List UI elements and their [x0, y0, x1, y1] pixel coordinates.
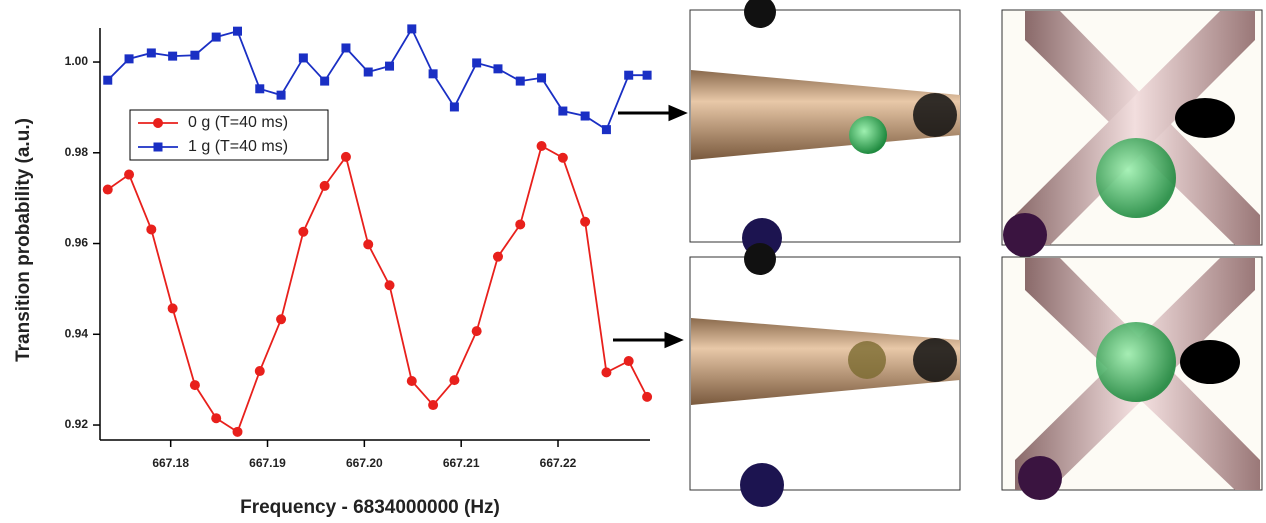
x-tick-label: 667.18	[152, 456, 189, 470]
marker	[623, 356, 634, 367]
marker	[492, 251, 503, 262]
legend-box	[129, 109, 329, 161]
render-panel	[689, 243, 961, 507]
marker	[428, 400, 439, 411]
marker	[449, 102, 459, 112]
legend-label: 1 g (T=40 ms)	[188, 138, 288, 155]
x-tick-label: 667.21	[443, 456, 480, 470]
render-panel	[1001, 256, 1263, 500]
legend-label: 0 g (T=40 ms)	[188, 114, 288, 131]
marker	[254, 366, 265, 377]
marker	[557, 152, 568, 163]
marker	[580, 111, 590, 121]
marker	[642, 70, 652, 80]
marker	[515, 219, 526, 230]
marker	[515, 76, 525, 86]
marker	[146, 224, 157, 235]
y-tick-label: 0.94	[65, 326, 89, 340]
marker	[255, 84, 265, 94]
marker	[558, 106, 568, 116]
marker	[407, 24, 417, 34]
y-tick-label: 0.98	[65, 145, 89, 159]
y-axis-label: Transition probability (a.u.)	[13, 118, 34, 362]
marker	[124, 54, 134, 64]
render-panel	[689, 0, 961, 258]
marker	[536, 140, 547, 151]
marker	[233, 26, 242, 36]
marker	[189, 380, 200, 391]
marker	[319, 180, 330, 191]
marker	[124, 169, 135, 180]
x-axis-label: Frequency - 6834000000 (Hz)	[240, 497, 500, 518]
marker	[340, 151, 351, 162]
marker	[601, 125, 611, 135]
marker	[493, 64, 503, 74]
marker	[624, 70, 634, 80]
arrows	[613, 104, 688, 349]
marker	[298, 226, 309, 237]
marker	[601, 367, 612, 378]
marker	[363, 67, 373, 77]
marker	[168, 51, 178, 61]
marker	[103, 75, 113, 85]
marker	[406, 376, 417, 387]
marker	[102, 184, 113, 195]
marker	[537, 73, 547, 83]
marker	[428, 69, 438, 79]
marker	[232, 426, 243, 437]
x-tick-label: 667.19	[249, 456, 286, 470]
marker	[580, 216, 591, 227]
marker	[167, 303, 178, 314]
x-tick-label: 667.22	[540, 456, 577, 470]
marker	[276, 90, 286, 100]
y-tick-label: 0.96	[65, 236, 89, 250]
y-tick-label: 0.92	[65, 417, 89, 431]
marker	[472, 58, 482, 68]
marker	[642, 391, 653, 402]
legend-marker	[153, 142, 163, 152]
marker	[211, 32, 221, 42]
legend-marker	[153, 118, 163, 128]
marker	[298, 53, 308, 63]
marker	[190, 50, 200, 60]
marker	[384, 280, 395, 291]
marker	[320, 76, 330, 86]
plot: 0.92 0.94 0.96 0.98 1.00 667.18 667.19 667.20 66…	[65, 24, 653, 470]
marker	[341, 43, 351, 53]
marker	[471, 326, 482, 337]
marker	[449, 375, 460, 386]
render-panel	[1001, 9, 1263, 257]
y-tick-label: 1.00	[65, 54, 89, 68]
marker	[276, 314, 287, 325]
marker	[146, 48, 156, 58]
marker	[363, 239, 374, 250]
line	[107, 144, 648, 434]
marker	[385, 61, 395, 71]
x-tick-label: 667.20	[346, 456, 383, 470]
marker	[211, 413, 222, 424]
